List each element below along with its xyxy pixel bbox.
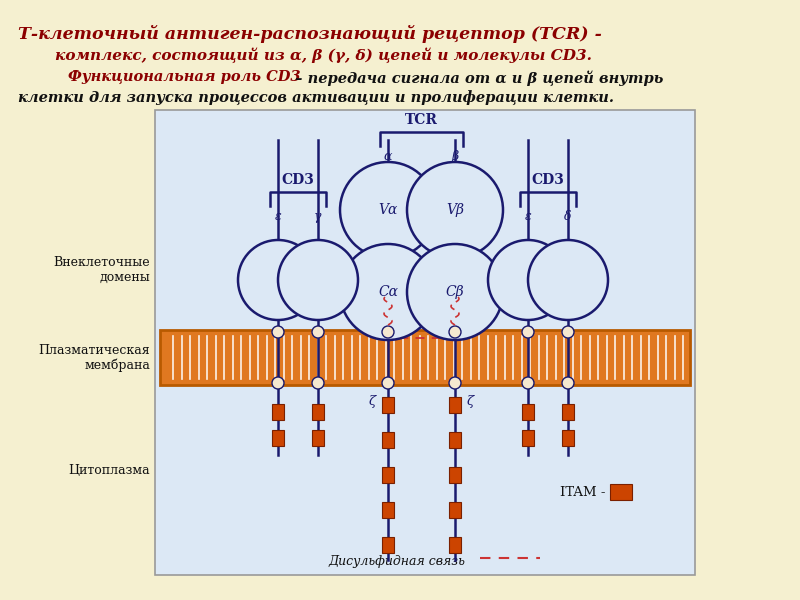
Circle shape xyxy=(449,377,461,389)
Text: ζ: ζ xyxy=(369,395,376,409)
Bar xyxy=(449,432,461,448)
Circle shape xyxy=(312,326,324,338)
Text: ITAM -: ITAM - xyxy=(560,485,610,499)
Circle shape xyxy=(340,244,436,340)
Text: ζ: ζ xyxy=(467,395,474,409)
Bar xyxy=(382,502,394,518)
Circle shape xyxy=(528,240,608,320)
Text: – передача сигнала от α и β цепей внутрь: – передача сигнала от α и β цепей внутрь xyxy=(290,70,663,86)
Text: δ: δ xyxy=(564,210,572,223)
Bar xyxy=(449,502,461,518)
Circle shape xyxy=(522,377,534,389)
Text: Cβ: Cβ xyxy=(446,285,464,299)
Bar xyxy=(562,404,574,420)
Text: ε: ε xyxy=(525,210,531,223)
Text: ε: ε xyxy=(274,210,282,223)
Bar xyxy=(449,537,461,553)
Bar xyxy=(160,330,690,385)
Bar xyxy=(272,404,284,420)
Text: Vβ: Vβ xyxy=(446,203,464,217)
Circle shape xyxy=(488,240,568,320)
Text: α: α xyxy=(384,150,392,163)
Text: β: β xyxy=(451,150,458,163)
Text: CD3: CD3 xyxy=(531,173,565,187)
Text: CD3: CD3 xyxy=(282,173,314,187)
Circle shape xyxy=(272,377,284,389)
Bar xyxy=(610,484,632,500)
FancyBboxPatch shape xyxy=(155,110,695,575)
Bar xyxy=(382,432,394,448)
Text: комплекс, состоящий из α, β (γ, δ) цепей и молекулы CD3.: комплекс, состоящий из α, β (γ, δ) цепей… xyxy=(55,47,592,62)
Bar xyxy=(272,430,284,446)
Bar xyxy=(449,467,461,483)
Bar xyxy=(522,430,534,446)
Text: Функциональная роль CD3: Функциональная роль CD3 xyxy=(68,70,301,84)
Circle shape xyxy=(312,377,324,389)
Circle shape xyxy=(340,162,436,258)
Circle shape xyxy=(407,244,503,340)
Circle shape xyxy=(562,326,574,338)
Bar xyxy=(522,404,534,420)
Circle shape xyxy=(238,240,318,320)
Circle shape xyxy=(382,326,394,338)
Text: Т-клеточный антиген-распознающий рецептор (TCR) -: Т-клеточный антиген-распознающий рецепто… xyxy=(18,25,602,43)
Circle shape xyxy=(272,326,284,338)
Text: Vα: Vα xyxy=(378,203,398,217)
Bar xyxy=(449,397,461,413)
Circle shape xyxy=(278,240,358,320)
Text: γ: γ xyxy=(314,210,322,223)
Bar xyxy=(312,404,324,420)
Circle shape xyxy=(449,326,461,338)
Circle shape xyxy=(522,326,534,338)
Circle shape xyxy=(407,162,503,258)
Bar xyxy=(382,537,394,553)
Bar xyxy=(312,430,324,446)
Text: Cα: Cα xyxy=(378,285,398,299)
Text: Внеклеточные
домены: Внеклеточные домены xyxy=(54,256,150,284)
Text: клетки для запуска процессов активации и пролиферации клетки.: клетки для запуска процессов активации и… xyxy=(18,91,614,106)
Bar xyxy=(382,467,394,483)
Text: Дисульфидная связь: Дисульфидная связь xyxy=(328,556,465,569)
Text: TCR: TCR xyxy=(405,113,438,127)
Bar xyxy=(562,430,574,446)
Bar xyxy=(382,397,394,413)
Circle shape xyxy=(562,377,574,389)
Text: Цитоплазма: Цитоплазма xyxy=(68,463,150,476)
Text: Плазматическая
мембрана: Плазматическая мембрана xyxy=(38,344,150,372)
Circle shape xyxy=(382,377,394,389)
